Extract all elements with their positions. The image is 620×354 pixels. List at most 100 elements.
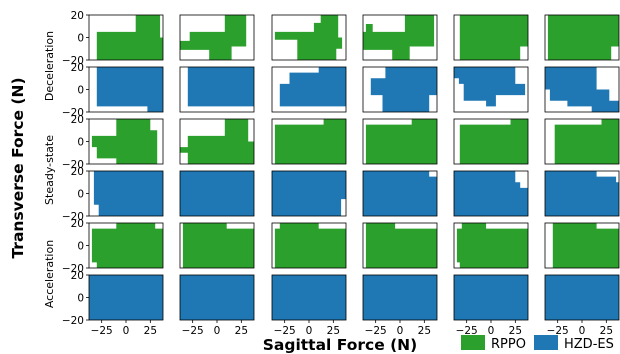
y-tick-label: 0 bbox=[77, 292, 84, 304]
legend-label-rppo: RPPO bbox=[491, 337, 526, 352]
panel-frame bbox=[362, 14, 438, 61]
panel-acceleration-hzd-es-6: −25 0 25 bbox=[544, 274, 620, 337]
panel-acceleration-rppo-6 bbox=[544, 222, 620, 269]
panel-deceleration-hzd-es-5 bbox=[453, 66, 529, 113]
panel-acceleration-hzd-es-2: −25 0 25 bbox=[179, 274, 255, 337]
panel-deceleration-hzd-es-2 bbox=[179, 66, 255, 113]
panel-steady-state-hzd-es-1: 20 0 −20 bbox=[62, 166, 164, 223]
panel-steady-state-hzd-es-5 bbox=[453, 170, 529, 217]
region-hzd-es bbox=[272, 171, 346, 216]
region-rppo bbox=[459, 15, 528, 60]
x-tick-label: −25 bbox=[274, 325, 296, 337]
legend-label-hzd-es: HZD-ES bbox=[564, 337, 614, 352]
panel-frame bbox=[453, 118, 529, 165]
region-hzd-es bbox=[454, 171, 528, 216]
x-tick-label: −25 bbox=[365, 325, 387, 337]
x-tick-label: 25 bbox=[600, 325, 613, 337]
x-tick-label: 25 bbox=[144, 325, 157, 337]
region-rppo bbox=[180, 119, 254, 164]
row-group-labels: Deceleration Steady-state Acceleration bbox=[43, 31, 56, 308]
panel-frame bbox=[271, 14, 347, 61]
panel-steady-state-rppo-4 bbox=[362, 118, 438, 165]
region-rppo bbox=[552, 223, 619, 268]
region-hzd-es bbox=[272, 275, 346, 320]
y-tick-label: −20 bbox=[62, 55, 84, 67]
region-rppo bbox=[96, 15, 163, 60]
panel-deceleration-rppo-1: 20 0 −20 bbox=[62, 10, 164, 67]
region-rppo bbox=[365, 223, 437, 268]
panel-frame bbox=[179, 14, 255, 61]
y-tick-label: 0 bbox=[77, 84, 84, 96]
region-rppo bbox=[456, 223, 528, 268]
panel-steady-state-hzd-es-6 bbox=[544, 170, 620, 217]
panel-frame bbox=[271, 66, 347, 113]
panel-steady-state-hzd-es-3 bbox=[271, 170, 347, 217]
region-hzd-es bbox=[363, 275, 437, 320]
panel-deceleration-hzd-es-4 bbox=[362, 66, 438, 113]
x-tick-label: 25 bbox=[327, 325, 340, 337]
panel-deceleration-rppo-5 bbox=[453, 14, 529, 61]
panel-deceleration-rppo-6 bbox=[544, 14, 620, 61]
x-tick-label: −25 bbox=[91, 325, 113, 337]
panel-frame bbox=[179, 222, 255, 269]
panel-acceleration-rppo-5 bbox=[453, 222, 529, 269]
region-hzd-es bbox=[454, 67, 526, 107]
panel-acceleration-hzd-es-3: −25 0 25 bbox=[271, 274, 347, 337]
panel-deceleration-hzd-es-6 bbox=[544, 66, 620, 113]
panel-frame bbox=[453, 66, 529, 113]
legend: RPPO HZD-ES bbox=[461, 335, 614, 352]
region-rppo bbox=[182, 223, 254, 268]
region-rppo bbox=[91, 223, 163, 268]
region-hzd-es bbox=[545, 67, 619, 112]
region-hzd-es bbox=[279, 67, 346, 107]
y-tick-label: −20 bbox=[62, 159, 84, 171]
panel-steady-state-rppo-5 bbox=[453, 118, 529, 165]
region-rppo bbox=[274, 15, 343, 60]
region-rppo bbox=[363, 15, 435, 60]
row-label-deceleration: Deceleration bbox=[43, 31, 56, 101]
region-hzd-es bbox=[545, 171, 619, 216]
panel-deceleration-rppo-3 bbox=[271, 14, 347, 61]
y-tick-label: 0 bbox=[77, 188, 84, 200]
region-rppo bbox=[459, 119, 528, 164]
panel-frame bbox=[544, 170, 620, 217]
panel-frame bbox=[179, 170, 255, 217]
panel-frame bbox=[362, 118, 438, 165]
x-tick-label: 0 bbox=[306, 325, 313, 337]
x-tick-label: −25 bbox=[456, 325, 478, 337]
region-hzd-es bbox=[89, 275, 163, 320]
x-tick-label: 25 bbox=[418, 325, 431, 337]
panel-acceleration-hzd-es-1: 20 0 −20 −25 0 25 bbox=[62, 270, 164, 337]
region-rppo bbox=[180, 15, 247, 60]
panel-steady-state-rppo-2 bbox=[179, 118, 255, 165]
panel-frame bbox=[271, 222, 347, 269]
panel-frame bbox=[544, 118, 620, 165]
panel-deceleration-hzd-es-3 bbox=[271, 66, 347, 113]
panel-frame bbox=[544, 14, 620, 61]
region-rppo bbox=[91, 119, 158, 164]
panel-acceleration-hzd-es-5: −25 0 25 bbox=[453, 274, 529, 337]
region-rppo bbox=[365, 119, 437, 164]
panel-frame bbox=[362, 170, 438, 217]
region-rppo bbox=[547, 15, 619, 60]
y-tick-label: −20 bbox=[62, 107, 84, 119]
x-tick-label: 0 bbox=[579, 325, 586, 337]
region-hzd-es bbox=[180, 275, 254, 320]
region-rppo bbox=[274, 119, 346, 164]
region-hzd-es bbox=[545, 275, 619, 320]
panel-frame bbox=[271, 118, 347, 165]
panel-acceleration-rppo-2 bbox=[179, 222, 255, 269]
panel-deceleration-hzd-es-1: 20 0 −20 bbox=[62, 62, 164, 119]
panel-frame bbox=[179, 66, 255, 113]
panel-acceleration-hzd-es-4: −25 0 25 bbox=[362, 274, 438, 337]
legend-swatch-rppo bbox=[461, 335, 485, 350]
panel-frame bbox=[453, 14, 529, 61]
panel-frame bbox=[271, 170, 347, 217]
panel-steady-state-hzd-es-4 bbox=[362, 170, 438, 217]
region-hzd-es bbox=[93, 171, 163, 216]
region-hzd-es bbox=[96, 67, 163, 112]
panel-frame bbox=[179, 118, 255, 165]
panel-frame bbox=[362, 222, 438, 269]
region-rppo bbox=[554, 119, 619, 164]
